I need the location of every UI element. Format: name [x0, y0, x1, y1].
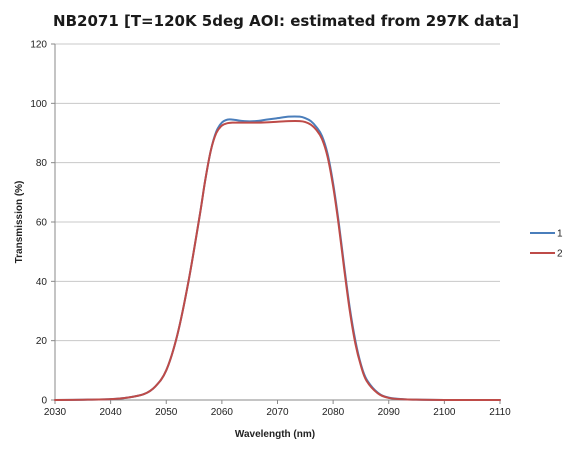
- series-line-1: [54, 115, 501, 402]
- y-tick-label: 20: [36, 336, 48, 347]
- x-tick-label: 2100: [433, 407, 456, 418]
- chart-title: NB2071 [T=120K 5deg AOI: estimated from …: [53, 12, 519, 30]
- y-tick-label: 80: [36, 158, 48, 169]
- y-tick-label: 100: [30, 99, 47, 110]
- legend-label-1: 1: [557, 229, 563, 240]
- x-tick-label: 2050: [155, 407, 178, 418]
- series-line-2: [54, 120, 501, 402]
- y-tick-label: 60: [36, 218, 48, 229]
- x-tick-label: 2030: [44, 407, 67, 418]
- x-tick-label: 2040: [100, 407, 123, 418]
- y-tick-label: 40: [36, 277, 48, 288]
- x-tick-label: 2080: [322, 407, 345, 418]
- x-tick-label: 2090: [378, 407, 401, 418]
- x-tick-label: 2110: [489, 407, 511, 418]
- y-axis-label: Transmission (%): [14, 181, 25, 264]
- x-axis-label: Wavelength (nm): [235, 429, 315, 440]
- legend: 12: [530, 229, 563, 260]
- series-layer: [54, 115, 501, 402]
- y-tick-label: 120: [30, 40, 47, 51]
- x-tick-label: 2070: [266, 407, 289, 418]
- grid-layer: [55, 43, 500, 342]
- y-tick-label: 0: [41, 396, 47, 407]
- legend-label-2: 2: [557, 249, 563, 260]
- x-tick-label: 2060: [211, 407, 234, 418]
